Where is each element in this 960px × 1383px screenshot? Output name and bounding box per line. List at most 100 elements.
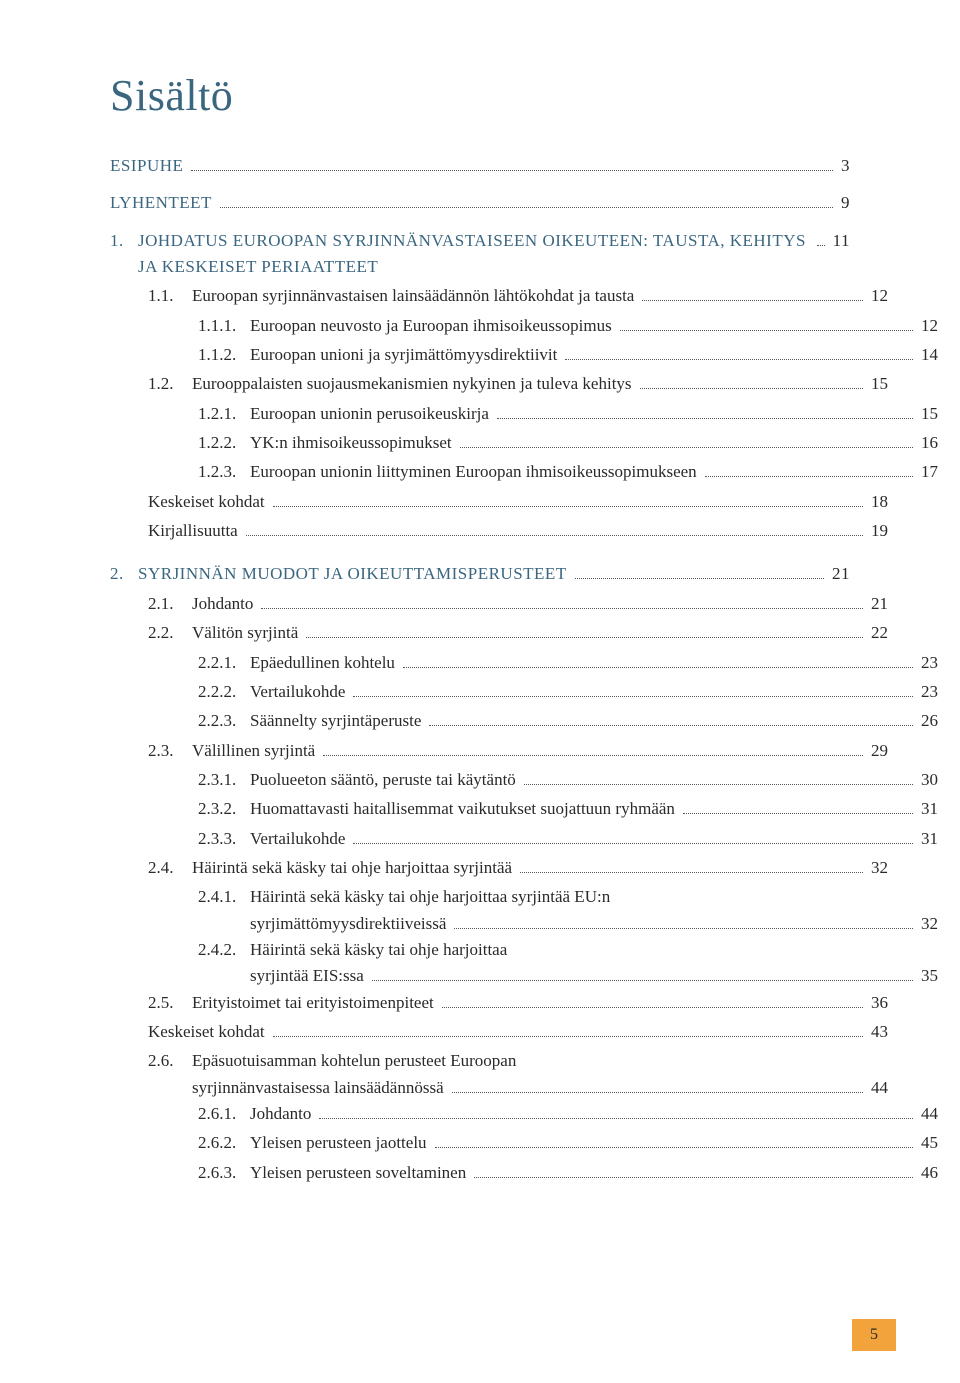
toc-entry-number: 2.6.2. xyxy=(198,1130,250,1156)
toc-entry-label: Euroopan unionin liittyminen Euroopan ih… xyxy=(250,459,701,485)
toc-entry-number: 2.4.2. xyxy=(198,937,250,963)
toc-entry[interactable]: 2.2.1.Epäedullinen kohtelu23 xyxy=(198,650,938,676)
toc-entry-page: 14 xyxy=(917,342,938,368)
toc-entry-page: 21 xyxy=(828,561,850,587)
toc-leader-dots xyxy=(452,1082,863,1092)
toc-entry-number: 1.1. xyxy=(148,283,192,309)
toc-entry-page: 44 xyxy=(917,1101,938,1127)
toc-leader-dots xyxy=(261,599,863,609)
toc-entry[interactable]: 1.2.3.Euroopan unionin liittyminen Euroo… xyxy=(198,459,938,485)
toc-entry[interactable]: 2.3.1.Puolueeton sääntö, peruste tai käy… xyxy=(198,767,938,793)
toc-leader-dots xyxy=(306,628,863,638)
toc-entry-label: Häirintä sekä käsky tai ohje harjoittaa … xyxy=(250,884,614,910)
toc-entry-label-cont: syrjimättömyysdirektiiveissä xyxy=(250,911,450,937)
toc-entry-number: 1.2.2. xyxy=(198,430,250,456)
toc-entry-page: 29 xyxy=(867,738,888,764)
toc-entry-label: Euroopan neuvosto ja Euroopan ihmisoikeu… xyxy=(250,313,616,339)
toc-leader-dots xyxy=(642,291,863,301)
toc-entry-label: Yleisen perusteen soveltaminen xyxy=(250,1160,470,1186)
toc-entry-page: 30 xyxy=(917,767,938,793)
toc-entry-number: 1.1.1. xyxy=(198,313,250,339)
toc-entry[interactable]: 2.1.Johdanto21 xyxy=(148,591,888,617)
toc-entry[interactable]: LYHENTEET9 xyxy=(110,190,850,216)
toc-entry-number: 1. xyxy=(110,228,138,254)
toc-entry[interactable]: 2.6.2.Yleisen perusteen jaottelu45 xyxy=(198,1130,938,1156)
toc-entry-label-cont: syrjintää EIS:ssa xyxy=(250,963,368,989)
toc-leader-dots xyxy=(246,526,863,536)
toc-entry-page: 32 xyxy=(867,855,888,881)
toc-entry-label: Keskeiset kohdat xyxy=(148,489,269,515)
toc-entry-label: Häirintä sekä käsky tai ohje harjoittaa xyxy=(250,937,511,963)
toc-entry-label: Euroopan unionin perusoikeuskirja xyxy=(250,401,493,427)
toc-entry-label: SYRJINNÄN MUODOT JA OIKEUTTAMISPERUSTEET xyxy=(138,561,571,587)
toc-entry-page: 18 xyxy=(867,489,888,515)
toc-entry-number: 1.2. xyxy=(148,371,192,397)
toc-leader-dots xyxy=(353,833,913,843)
toc-entry[interactable]: Keskeiset kohdat 18 xyxy=(148,489,888,515)
toc-entry-label: Kirjallisuutta xyxy=(148,518,242,544)
toc-entry-page: 32 xyxy=(917,911,938,937)
toc-leader-dots xyxy=(273,1027,863,1037)
toc-entry[interactable]: 1.JOHDATUS EUROOPAN SYRJINNÄNVASTAISEEN … xyxy=(110,228,850,281)
toc-leader-dots xyxy=(460,438,913,448)
indent-spacer xyxy=(148,1075,192,1101)
toc-entry-label: LYHENTEET xyxy=(110,190,216,216)
toc-entry-number: 1.2.1. xyxy=(198,401,250,427)
toc-entry-page: 43 xyxy=(867,1019,888,1045)
toc-entry[interactable]: Keskeiset kohdat43 xyxy=(148,1019,888,1045)
toc-entry[interactable]: 2.6.Epäsuotuisamman kohtelun perusteet E… xyxy=(110,1048,850,1101)
toc-entry-number: 2.2.1. xyxy=(198,650,250,676)
toc-entry[interactable]: 2.6.3.Yleisen perusteen soveltaminen46 xyxy=(198,1160,938,1186)
toc-entry-number: 2. xyxy=(110,561,138,587)
toc-entry-label: Vertailukohde xyxy=(250,826,349,852)
toc-entry[interactable]: 2.2.2.Vertailukohde23 xyxy=(198,679,938,705)
toc-leader-dots xyxy=(353,687,913,697)
toc-entry-number: 2.6. xyxy=(148,1048,192,1074)
toc-entry[interactable]: 2.3.3.Vertailukohde31 xyxy=(198,826,938,852)
toc-entry-number: 2.3.2. xyxy=(198,796,250,822)
toc-leader-dots xyxy=(220,198,833,208)
toc-entry[interactable]: 2.5.Erityistoimet tai erityistoimenpitee… xyxy=(148,990,888,1016)
toc-entry-label: Johdanto xyxy=(250,1101,315,1127)
toc-entry[interactable]: ESIPUHE3 xyxy=(110,153,850,179)
toc-entry[interactable]: 1.1.1.Euroopan neuvosto ja Euroopan ihmi… xyxy=(198,313,938,339)
toc-leader-dots xyxy=(429,716,913,726)
toc-entry-page: 12 xyxy=(917,313,938,339)
toc-leader-dots xyxy=(817,236,825,246)
toc-entry-label: YK:n ihmisoikeussopimukset xyxy=(250,430,456,456)
toc-entry-label: Huomattavasti haitallisemmat vaikutukset… xyxy=(250,796,679,822)
toc-entry[interactable]: 2.4.2.Häirintä sekä käsky tai ohje harjo… xyxy=(110,937,850,990)
toc-leader-dots xyxy=(683,804,913,814)
toc-entry[interactable]: 1.1.2.Euroopan unioni ja syrjimättömyysd… xyxy=(198,342,938,368)
toc-entry[interactable]: 2.SYRJINNÄN MUODOT JA OIKEUTTAMISPERUSTE… xyxy=(110,561,850,587)
toc-leader-dots xyxy=(435,1138,913,1148)
toc-leader-dots xyxy=(640,379,863,389)
toc-entry-number: 2.4.1. xyxy=(198,884,250,910)
toc-entry[interactable]: 2.2.Välitön syrjintä22 xyxy=(148,620,888,646)
toc-entry-label-cont: syrjinnänvastaisessa lainsäädännössä xyxy=(192,1075,448,1101)
toc-entry[interactable]: 2.4.1.Häirintä sekä käsky tai ohje harjo… xyxy=(110,884,850,937)
toc-entry-number: 2.2.3. xyxy=(198,708,250,734)
indent-spacer xyxy=(198,911,250,937)
toc-entry[interactable]: 2.2.3.Säännelty syrjintäperuste26 xyxy=(198,708,938,734)
toc-leader-dots xyxy=(319,1109,913,1119)
toc-entry-label: Puolueeton sääntö, peruste tai käytäntö xyxy=(250,767,520,793)
toc-entry-number: 2.3. xyxy=(148,738,192,764)
toc-entry-page: 36 xyxy=(867,990,888,1016)
toc-entry[interactable]: 1.2.2.YK:n ihmisoikeussopimukset16 xyxy=(198,430,938,456)
toc-entry[interactable]: 1.1.Euroopan syrjinnänvastaisen lainsääd… xyxy=(148,283,888,309)
toc-entry[interactable]: 1.2.1.Euroopan unionin perusoikeuskirja1… xyxy=(198,401,938,427)
toc-entry[interactable]: Kirjallisuutta19 xyxy=(148,518,888,544)
toc-entry[interactable]: 2.3.2.Huomattavasti haitallisemmat vaiku… xyxy=(198,796,938,822)
toc-entry[interactable]: 2.6.1.Johdanto44 xyxy=(198,1101,938,1127)
toc-leader-dots xyxy=(520,863,863,873)
toc-entry[interactable]: 2.3.Välillinen syrjintä29 xyxy=(148,738,888,764)
toc-entry-page: 22 xyxy=(867,620,888,646)
toc-entry[interactable]: 1.2.Eurooppalaisten suojausmekanismien n… xyxy=(148,371,888,397)
toc-leader-dots xyxy=(474,1168,913,1178)
page-number-badge: 5 xyxy=(852,1319,896,1351)
toc-entry[interactable]: 2.4.Häirintä sekä käsky tai ohje harjoit… xyxy=(148,855,888,881)
toc-entry-page: 26 xyxy=(917,708,938,734)
spacer xyxy=(110,182,850,190)
toc-entry-label: JOHDATUS EUROOPAN SYRJINNÄNVASTAISEEN OI… xyxy=(138,228,813,281)
